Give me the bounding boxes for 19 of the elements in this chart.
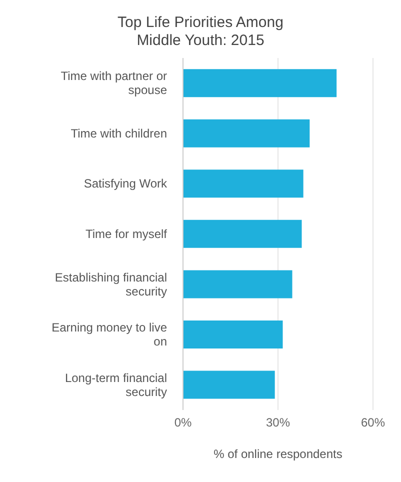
y-tick-label: Satisfying Work <box>84 176 168 191</box>
y-tick-label: Time with partner or spouse <box>60 69 168 98</box>
x-tick-label: 0% <box>174 416 192 430</box>
bar <box>183 119 310 148</box>
y-tick-label: Long-term financial security <box>64 370 167 399</box>
y-tick-label: Time with children <box>70 126 167 140</box>
x-axis-title: % of online respondents <box>214 447 342 461</box>
bar <box>183 320 283 348</box>
y-tick-label: Time for myself <box>85 227 168 241</box>
y-tick-label: Earning money to live on <box>52 320 168 349</box>
bar <box>183 220 302 248</box>
bar <box>183 270 292 298</box>
chart-title: Top Life Priorities Among Middle Youth: 2015 <box>116 14 284 50</box>
bar <box>183 170 304 198</box>
y-tick-label: Establishing financial security <box>54 270 167 298</box>
x-tick-label: 30% <box>266 416 290 430</box>
bar <box>183 370 275 399</box>
x-tick-label: 60% <box>360 416 386 430</box>
bar <box>183 69 337 98</box>
